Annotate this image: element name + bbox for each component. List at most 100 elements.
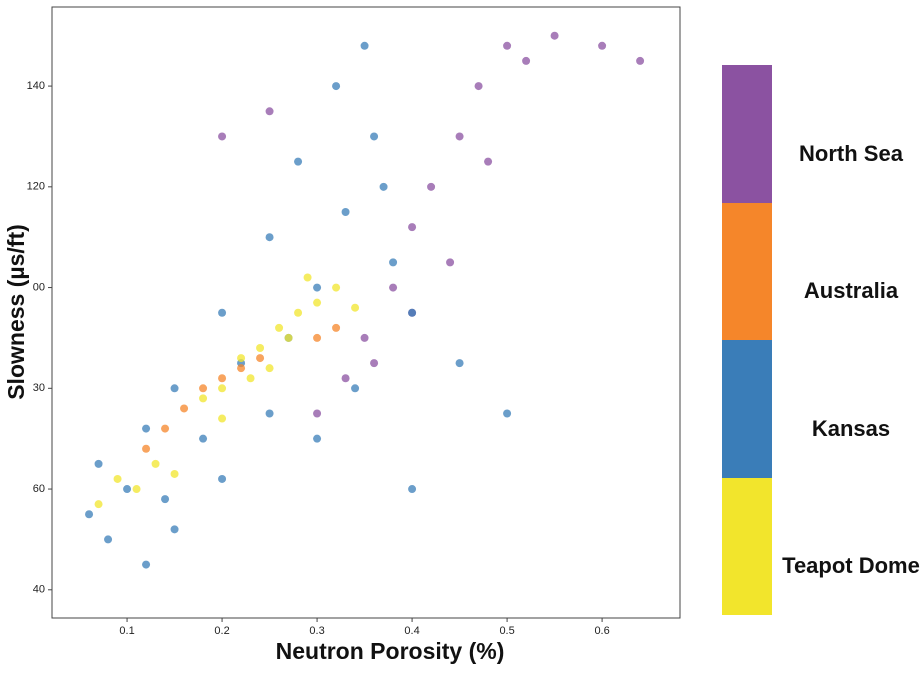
point [294, 157, 303, 166]
legend-label: North Sea [799, 140, 903, 166]
legend-label: Australia [803, 278, 899, 304]
point [94, 500, 103, 509]
y-tick-label: 40 [33, 584, 45, 596]
point [265, 409, 274, 418]
point [341, 208, 350, 217]
point [151, 459, 160, 468]
point [199, 394, 208, 403]
point [94, 459, 103, 468]
point [446, 258, 455, 267]
y-tick-label: 60 [33, 483, 45, 495]
point [237, 354, 246, 363]
point [142, 560, 151, 569]
point [360, 41, 369, 50]
x-tick-label: 0.5 [499, 625, 514, 637]
point [455, 359, 464, 368]
point [161, 424, 170, 433]
point [142, 424, 151, 433]
point [265, 233, 274, 242]
point [142, 444, 151, 453]
point [218, 384, 227, 393]
point [313, 409, 322, 418]
legend-label: Kansas [811, 415, 891, 441]
point [360, 333, 369, 342]
legend-swatch [722, 477, 772, 615]
point [408, 223, 417, 232]
point [313, 333, 322, 342]
point [484, 157, 493, 166]
x-tick-label: 0.4 [404, 625, 419, 637]
legend: North Sea Australia Kansas Teapot Dome [722, 65, 920, 615]
x-tick-label: 0.3 [309, 625, 324, 637]
point [132, 485, 141, 494]
point [246, 374, 255, 383]
point [408, 485, 417, 494]
point [218, 132, 227, 141]
legend-swatch [722, 65, 772, 203]
point [218, 374, 227, 383]
point [341, 374, 350, 383]
point [332, 283, 341, 292]
point [218, 308, 227, 317]
x-axis-label: Neutron Porosity (%) [276, 638, 505, 664]
point [123, 485, 132, 494]
point [256, 344, 265, 353]
y-tick-label: 120 [27, 181, 45, 193]
point [503, 41, 512, 50]
point [408, 308, 417, 317]
point [104, 535, 113, 544]
point [303, 273, 312, 282]
legend-swatch [722, 340, 772, 478]
point [313, 283, 322, 292]
point [199, 434, 208, 443]
point [199, 384, 208, 393]
x-tick-label: 0.2 [214, 625, 229, 637]
legend-swatch [722, 202, 772, 340]
point [474, 82, 483, 91]
point [313, 434, 322, 443]
point [332, 323, 341, 332]
legend-label: Teapot Dome [782, 553, 920, 579]
point [427, 182, 436, 191]
point [389, 258, 398, 267]
point [170, 525, 179, 534]
point [284, 333, 293, 342]
point [379, 182, 388, 191]
point [113, 474, 122, 483]
x-tick-label: 0.1 [119, 625, 134, 637]
plot-frame [51, 6, 681, 619]
point [351, 303, 360, 312]
point [294, 308, 303, 317]
point [332, 82, 341, 91]
point [522, 56, 531, 65]
point [455, 132, 464, 141]
point [265, 107, 274, 116]
point [256, 354, 265, 363]
point [161, 495, 170, 504]
point [85, 510, 94, 519]
x-tick-label: 0.6 [594, 625, 609, 637]
point [275, 323, 284, 332]
point [180, 404, 189, 413]
point [370, 132, 379, 141]
chart: Neutron Porosity (%) Slowness (µs/ft) 0.… [3, 6, 681, 664]
point [237, 364, 246, 373]
y-tick-label: 00 [33, 281, 45, 293]
point [170, 469, 179, 478]
point [218, 414, 227, 423]
point [389, 283, 398, 292]
point [503, 409, 512, 418]
point [170, 384, 179, 393]
point [265, 364, 274, 373]
point [351, 384, 360, 393]
point [370, 359, 379, 368]
y-axis-label: Slowness (µs/ft) [3, 224, 29, 400]
point [598, 41, 607, 50]
point [313, 298, 322, 307]
y-tick-label: 140 [27, 80, 45, 92]
point [218, 474, 227, 483]
point [550, 31, 559, 40]
point [636, 56, 645, 65]
y-tick-label: 30 [33, 382, 45, 394]
